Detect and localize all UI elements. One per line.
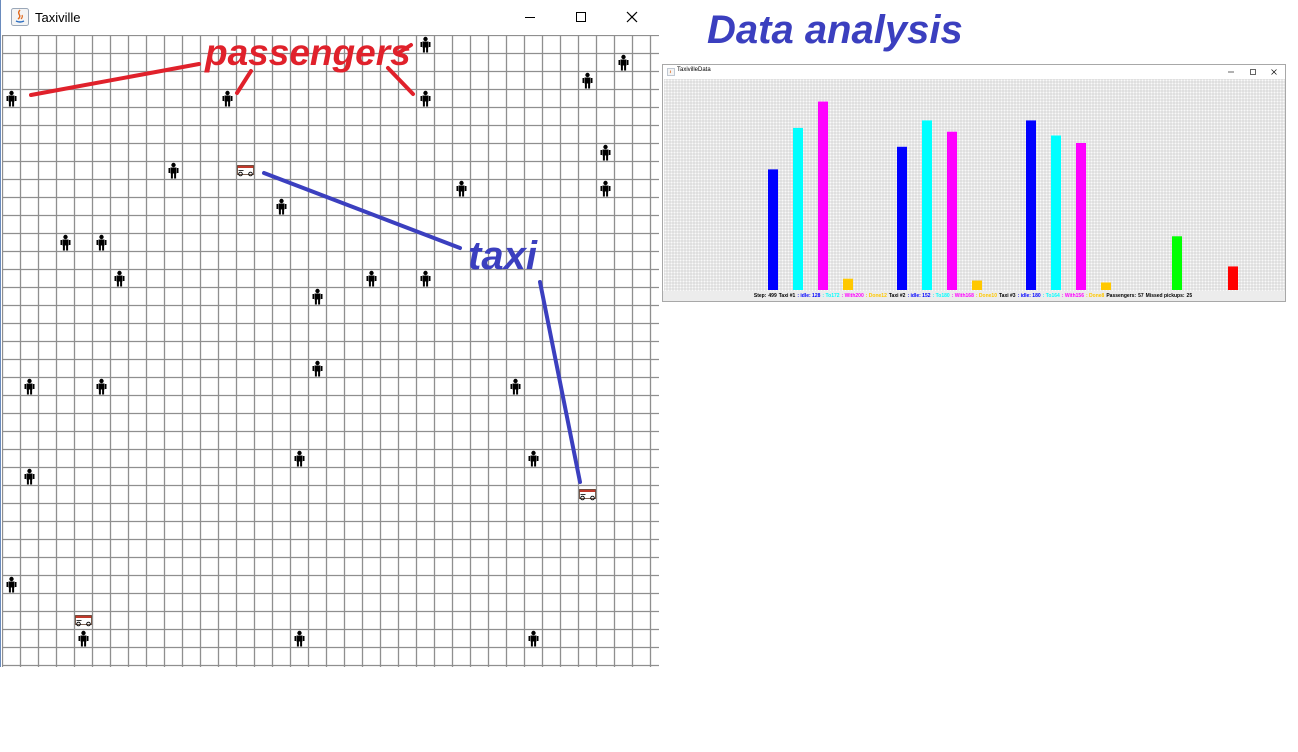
status-item: : With156: [1061, 293, 1084, 299]
status-item: Taxi #2: [888, 293, 906, 299]
data-minimize-button[interactable]: [1221, 65, 1241, 79]
bar-idle-3: [1026, 120, 1036, 291]
minimize-icon: [1228, 71, 1234, 73]
passenger-icon: [420, 90, 431, 107]
passenger-icon: [24, 468, 35, 485]
status-item: : With168: [951, 293, 974, 299]
status-item: : Done8: [1085, 293, 1105, 299]
passengers-annotation: passengers: [205, 32, 411, 73]
status-bar: Step: 499 Taxi #1: idle: 128: To172: With2…: [663, 291, 1285, 301]
status-item: Taxi #3: [998, 293, 1016, 299]
data-maximize-button[interactable]: [1243, 65, 1263, 79]
maximize-button[interactable]: [558, 0, 604, 34]
passenger-icon: [510, 378, 521, 395]
minimize-button[interactable]: [507, 0, 553, 34]
status-item: Taxi #1: [778, 293, 796, 299]
passenger-icon: [60, 234, 71, 251]
status-item: 57: [1138, 293, 1144, 299]
status-item: Step:: [753, 293, 767, 299]
grid-lines: [2, 35, 659, 667]
status-item: 499: [768, 293, 777, 299]
data-analysis-heading: Data analysis: [707, 8, 963, 52]
passenger-icon: [420, 270, 431, 287]
close-icon: [626, 11, 638, 23]
status-item: : idle: 180: [1017, 293, 1041, 299]
passenger-icon: [618, 54, 629, 71]
data-window-title: TaxivilleData: [677, 67, 711, 73]
bar-with-3: [1076, 143, 1086, 290]
status-item: : Done12: [865, 293, 887, 299]
bar-to-1: [793, 127, 803, 290]
passenger-icon: [294, 450, 305, 467]
status-item: Missed pickups:: [1145, 293, 1185, 299]
data-close-button[interactable]: [1264, 65, 1284, 79]
bar-done-1: [843, 278, 853, 290]
window-title: Taxiville: [35, 10, 81, 25]
status-item: : Done10: [975, 293, 997, 299]
bar-with-1: [818, 101, 828, 290]
java-app-icon: [11, 8, 29, 26]
status-item: : idle: 128: [797, 293, 821, 299]
passenger-icon: [114, 270, 125, 287]
taxi-icon: [579, 489, 596, 501]
title-bar[interactable]: Taxiville: [1, 0, 659, 34]
passenger-icon: [582, 72, 593, 89]
bar-missed-pickups: [1228, 266, 1238, 290]
maximize-icon: [576, 12, 586, 22]
java-app-icon: [667, 68, 675, 76]
passenger-icon: [366, 270, 377, 287]
status-item: Passengers:: [1106, 293, 1137, 299]
close-button[interactable]: [609, 0, 655, 34]
passenger-icon: [96, 234, 107, 251]
taxi-icon: [237, 165, 254, 177]
status-item: : To172: [822, 293, 840, 299]
passenger-icon: [528, 630, 539, 647]
passenger-icon: [312, 360, 323, 377]
passenger-icon: [312, 288, 323, 305]
passenger-icon: [294, 630, 305, 647]
bar-done-3: [1101, 282, 1111, 290]
chart-grid: [664, 79, 1285, 291]
maximize-icon: [1250, 69, 1256, 75]
bar-to-2: [922, 120, 932, 291]
passenger-icon: [6, 90, 17, 107]
passenger-icon: [6, 576, 17, 593]
passenger-icon: [168, 162, 179, 179]
close-icon: [1271, 69, 1277, 75]
taxi-icon: [75, 615, 92, 627]
passenger-icon: [420, 36, 431, 53]
taxivilledata-window: TaxivilleData Step: 499 Taxi #1: idle: 128…: [662, 64, 1286, 302]
bar-to-3: [1051, 135, 1061, 290]
taxi-annotation: taxi: [468, 234, 537, 278]
city-grid[interactable]: [2, 35, 659, 667]
status-item: : idle: 152: [907, 293, 931, 299]
passenger-icon: [528, 450, 539, 467]
passenger-icon: [96, 378, 107, 395]
taxiville-window: Taxiville: [0, 0, 659, 667]
bar-idle-1: [768, 169, 778, 290]
passenger-icon: [78, 630, 89, 647]
bar-passengers: [1172, 236, 1182, 290]
data-title-bar[interactable]: TaxivilleData: [663, 65, 1285, 79]
status-item: 25: [1186, 293, 1193, 299]
status-item: : With200: [841, 293, 864, 299]
minimize-icon: [525, 17, 535, 18]
passenger-icon: [24, 378, 35, 395]
status-item: : To180: [932, 293, 950, 299]
passenger-icon: [600, 180, 611, 197]
passenger-icon: [222, 90, 233, 107]
bar-with-2: [947, 131, 957, 290]
status-item: : To164: [1042, 293, 1060, 299]
bar-done-2: [972, 280, 982, 290]
bar-chart: [664, 79, 1285, 291]
bar-idle-2: [897, 146, 907, 290]
passenger-icon: [600, 144, 611, 161]
